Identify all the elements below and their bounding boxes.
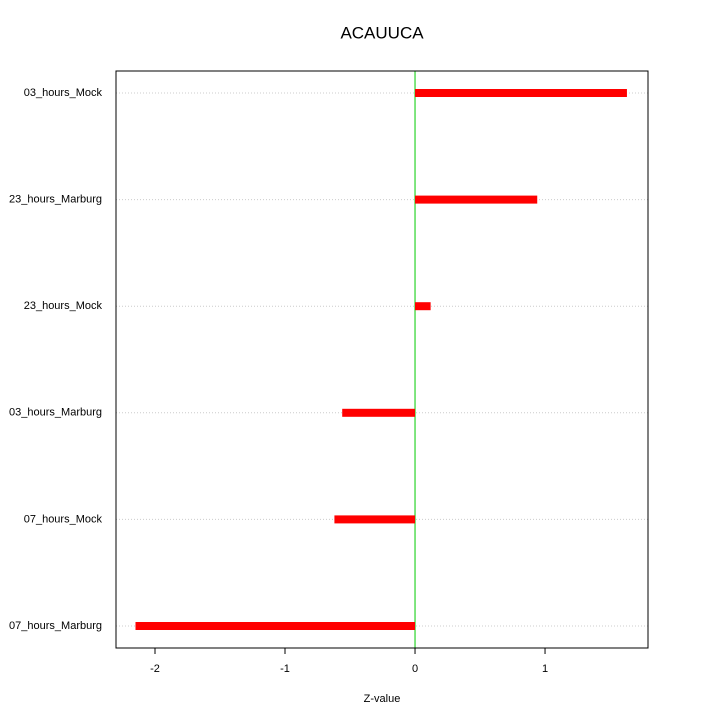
y-tick-label: 03_hours_Mock bbox=[24, 87, 103, 99]
bar bbox=[135, 622, 416, 630]
x-axis-label: Z-value bbox=[364, 693, 401, 705]
bar bbox=[415, 302, 431, 311]
bar bbox=[342, 408, 416, 417]
y-tick-label: 23_hours_Mock bbox=[24, 300, 103, 312]
y-tick-label: 07_hours_Mock bbox=[24, 513, 103, 525]
y-tick-label: 23_hours_Marburg bbox=[9, 194, 102, 206]
bar bbox=[415, 195, 538, 204]
y-tick-label: 03_hours_Marburg bbox=[9, 407, 102, 419]
bar bbox=[334, 515, 416, 524]
chart-title: ACAUUCA bbox=[340, 23, 424, 42]
bar bbox=[415, 89, 627, 97]
plot-frame bbox=[115, 70, 649, 649]
x-tick-label: -2 bbox=[150, 663, 160, 675]
x-tick-label: 0 bbox=[412, 663, 418, 675]
x-tick-label: 1 bbox=[542, 663, 548, 675]
x-tick-label: -1 bbox=[280, 663, 290, 675]
y-tick-label: 07_hours_Marburg bbox=[9, 620, 102, 632]
